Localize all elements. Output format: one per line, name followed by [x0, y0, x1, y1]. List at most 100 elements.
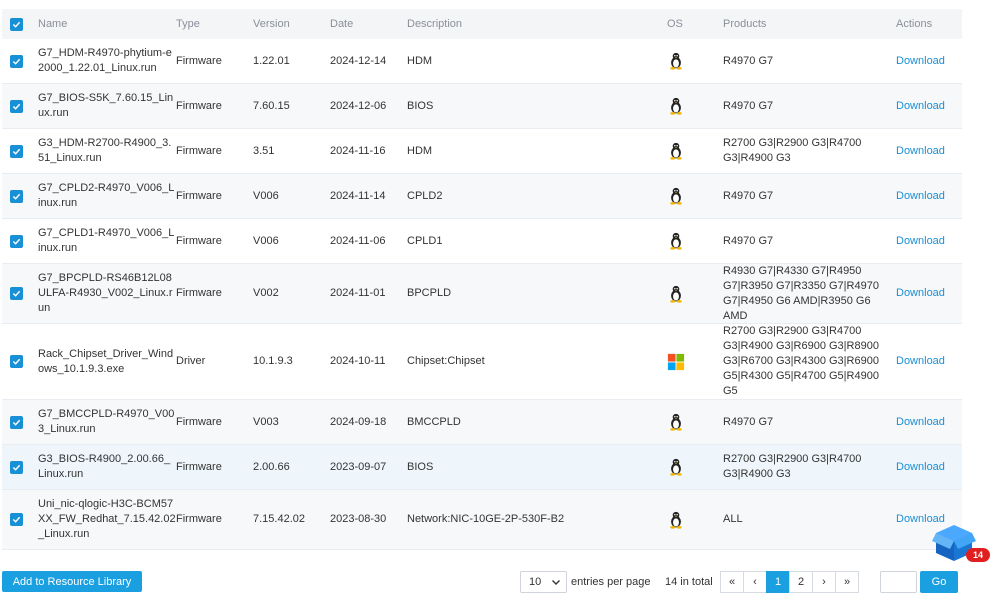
file-date: 2023-09-07	[330, 460, 387, 473]
file-description: Network:NIC-10GE-2P-530F-B2	[407, 513, 565, 525]
table-row: G3_HDM-R2700-R4900_3.51_Linux.run Firmwar…	[2, 129, 962, 174]
row-checkbox[interactable]	[10, 99, 23, 113]
check-icon	[12, 516, 21, 523]
file-type: Driver	[176, 355, 206, 367]
check-icon	[12, 464, 21, 471]
table-row: Rack_Chipset_Driver_Windows_10.1.9.3.exe…	[2, 324, 962, 400]
file-date: 2024-11-06	[330, 234, 386, 247]
download-link[interactable]: Download	[896, 189, 945, 202]
col-header-name[interactable]: Name	[38, 17, 68, 30]
download-link[interactable]: Download	[896, 234, 945, 247]
file-type: Firmware	[176, 287, 222, 299]
row-checkbox[interactable]	[10, 460, 23, 474]
file-name: Rack_Chipset_Driver_Windows_10.1.9.3.exe	[38, 347, 174, 375]
table-row: G7_BPCPLD-RS46B12L08ULFA-R4930_V002_Linu…	[2, 264, 962, 324]
linux-icon	[667, 511, 685, 529]
table-row: Uni_nic-qlogic-H3C-BCM57XX_FW_Redhat_7.1…	[2, 490, 962, 550]
select-all-checkbox[interactable]	[10, 17, 23, 31]
resource-cart-button[interactable]: 14	[932, 521, 992, 563]
file-type: Firmware	[176, 234, 222, 247]
actions-cell: Download	[896, 99, 962, 114]
file-description: HDM	[407, 144, 433, 157]
row-select-cell	[2, 513, 32, 526]
col-header-os[interactable]: OS	[667, 17, 683, 30]
file-name: Uni_nic-qlogic-H3C-BCM57XX_FW_Redhat_7.1…	[38, 498, 176, 540]
linux-icon	[667, 458, 685, 476]
file-products: R2700 G3|R2900 G3|R4700 G3|R4900 G3	[723, 453, 862, 480]
check-icon	[12, 193, 21, 200]
goto-page-input[interactable]	[880, 571, 917, 593]
check-icon	[12, 21, 21, 28]
download-link[interactable]: Download	[896, 54, 945, 67]
file-type: Firmware	[176, 415, 222, 428]
actions-cell: Download	[896, 415, 962, 430]
download-link[interactable]: Download	[896, 355, 945, 367]
linux-icon	[667, 413, 685, 431]
os-cell	[667, 285, 723, 303]
file-version: 1.22.01	[253, 54, 290, 67]
file-name: G7_BMCCPLD-R4970_V003_Linux.run	[38, 408, 175, 435]
row-checkbox[interactable]	[10, 287, 23, 300]
file-date: 2024-11-01	[330, 287, 386, 299]
col-header-version[interactable]: Version	[253, 17, 290, 30]
download-link[interactable]: Download	[896, 99, 945, 112]
go-button[interactable]: Go	[920, 571, 958, 593]
check-icon	[12, 238, 21, 245]
file-name: G3_BIOS-R4900_2.00.66_Linux.run	[38, 453, 171, 480]
col-header-description[interactable]: Description	[407, 17, 463, 30]
row-checkbox[interactable]	[10, 234, 23, 248]
first-page-button[interactable]: «	[720, 571, 744, 593]
actions-cell: Download	[896, 286, 962, 301]
row-checkbox[interactable]	[10, 144, 23, 158]
file-date: 2024-10-11	[330, 355, 386, 367]
download-link[interactable]: Download	[896, 144, 945, 157]
download-link[interactable]: Download	[896, 513, 945, 525]
file-description: BIOS	[407, 460, 434, 473]
download-link[interactable]: Download	[896, 460, 945, 473]
file-description: CPLD2	[407, 189, 443, 202]
row-select-cell	[2, 189, 32, 203]
file-date: 2023-08-30	[330, 513, 387, 525]
row-checkbox[interactable]	[10, 189, 23, 203]
file-type: Firmware	[176, 513, 222, 525]
download-link[interactable]: Download	[896, 415, 945, 428]
os-cell	[667, 52, 723, 70]
col-header-date[interactable]: Date	[330, 17, 354, 30]
file-date: 2024-11-14	[330, 189, 386, 202]
row-checkbox[interactable]	[10, 54, 23, 68]
file-type: Firmware	[176, 189, 222, 202]
check-icon	[12, 148, 21, 155]
os-cell	[667, 511, 723, 529]
check-icon	[12, 358, 21, 365]
next-page-button[interactable]: ›	[812, 571, 836, 593]
add-to-resource-library-button[interactable]: Add to Resource Library	[2, 571, 142, 592]
prev-page-button[interactable]: ‹	[743, 571, 767, 593]
actions-cell: Download	[896, 189, 962, 204]
downloads-table: Name Type Version Date Description OS Pr…	[2, 9, 962, 550]
page-1-button[interactable]: 1	[766, 571, 790, 593]
file-products: R4970 G7	[723, 189, 774, 202]
page-2-button[interactable]: 2	[789, 571, 813, 593]
last-page-button[interactable]: »	[835, 571, 859, 593]
os-cell	[667, 187, 723, 205]
row-checkbox[interactable]	[10, 355, 23, 368]
col-header-type[interactable]: Type	[176, 17, 200, 30]
linux-icon	[667, 52, 685, 70]
os-cell	[667, 353, 723, 371]
file-name: G7_CPLD2-R4970_V006_Linux.run	[38, 182, 175, 209]
row-checkbox[interactable]	[10, 415, 23, 429]
file-type: Firmware	[176, 460, 222, 473]
os-cell	[667, 232, 723, 250]
file-type: Firmware	[176, 54, 222, 67]
file-description: BIOS	[407, 99, 434, 112]
file-version: 2.00.66	[253, 460, 290, 473]
file-products: R4970 G7	[723, 234, 774, 247]
per-page-select[interactable]: 10	[520, 571, 567, 593]
check-icon	[12, 58, 21, 65]
file-products: R2700 G3|R2900 G3|R4700 G3|R4900 G3	[723, 137, 862, 164]
row-checkbox[interactable]	[10, 513, 23, 526]
download-link[interactable]: Download	[896, 287, 945, 299]
file-description: HDM	[407, 54, 433, 67]
check-icon	[12, 103, 21, 110]
col-header-products[interactable]: Products	[723, 17, 767, 30]
